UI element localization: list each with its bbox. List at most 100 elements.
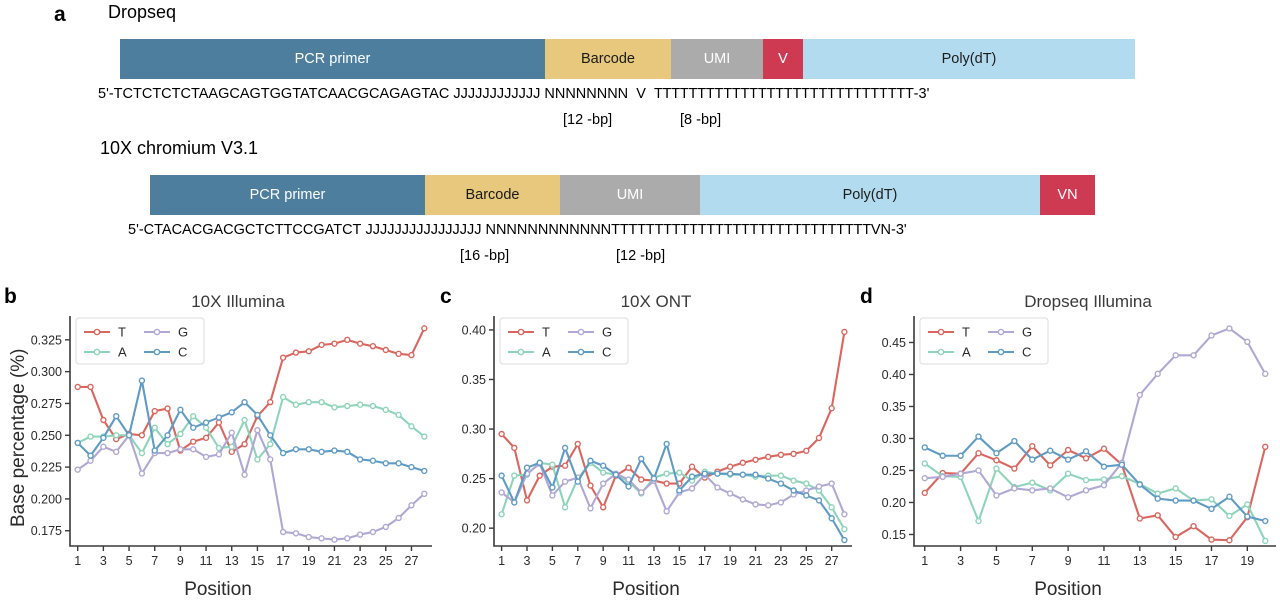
series-point-G <box>318 535 325 542</box>
dropseq-seq-polydt: TTTTTTTTTTTTTTTTTTTTTTTTTTTTTT <box>653 86 914 102</box>
series-point-T <box>663 480 670 487</box>
series-point-G <box>957 470 964 477</box>
svg-text:7: 7 <box>1029 554 1036 568</box>
series-point-C <box>177 406 184 414</box>
series-point-C <box>87 452 94 459</box>
series-point-A <box>151 424 158 431</box>
series-point-C <box>408 463 415 471</box>
series-point-T <box>1190 522 1197 530</box>
series-point-T <box>331 340 338 347</box>
segment-pcr-primer: PCR primer <box>150 175 425 215</box>
series-point-G <box>599 480 607 487</box>
series-point-G <box>382 523 389 531</box>
series-point-C <box>739 471 747 478</box>
series-point-C <box>1154 495 1161 502</box>
series-line-G <box>76 429 426 541</box>
series-point-A <box>549 461 556 468</box>
legend-d: T G A C <box>919 317 1049 365</box>
svg-text:0.25: 0.25 <box>462 472 486 486</box>
series-point-C <box>1064 456 1072 463</box>
series-point-A <box>164 440 171 448</box>
series-line-A <box>923 462 1267 542</box>
x-axis-title-c: Position <box>612 579 680 600</box>
series-point-G <box>498 489 505 496</box>
svg-text:13: 13 <box>647 554 661 568</box>
series-point-T <box>975 449 982 457</box>
series-point-C <box>561 444 569 452</box>
chart-title-d: Dropseq Illumina <box>1024 292 1152 311</box>
series-point-C <box>536 459 543 466</box>
tenx-seq-polydt: TTTTTTTTTTTTTTTTTTTTTTTTTTTTTT <box>611 222 871 238</box>
series-point-C <box>676 487 683 494</box>
svg-text:17: 17 <box>1205 554 1219 568</box>
series-point-T <box>1226 537 1233 544</box>
svg-text:0.20: 0.20 <box>462 522 486 536</box>
series-point-G <box>587 505 594 512</box>
panel-d-chart: d Dropseq Illumina Position 0.15 0.20 0.25… <box>856 282 1280 603</box>
series-point-T <box>151 407 158 415</box>
series-point-A <box>1172 485 1179 492</box>
svg-text:15: 15 <box>672 554 686 568</box>
panel-letter-b: b <box>4 285 17 308</box>
series-point-C <box>599 462 607 469</box>
series-point-G <box>87 457 94 464</box>
series-point-C <box>421 467 428 475</box>
series-point-T <box>1172 533 1179 541</box>
series-point-C <box>663 440 670 448</box>
series-line-A <box>76 396 426 461</box>
svg-text:G: G <box>1022 325 1032 340</box>
series-point-G <box>279 528 287 536</box>
series-point-C <box>587 457 594 464</box>
legend-c: T G A C <box>499 317 629 365</box>
series-point-G <box>663 508 670 515</box>
segment-vn: VN <box>1040 175 1095 215</box>
panel-letter-d: d <box>860 285 873 308</box>
series-point-G <box>1100 481 1108 489</box>
series-point-A <box>1244 501 1251 508</box>
series-point-G <box>975 467 982 474</box>
series-point-A <box>254 456 261 463</box>
svg-text:0.250: 0.250 <box>31 429 62 443</box>
series-point-T <box>305 348 312 355</box>
series-point-T <box>228 448 235 456</box>
series-point-T <box>841 328 848 336</box>
series-point-T <box>1100 445 1108 452</box>
series-point-A <box>1262 537 1269 545</box>
series-point-A <box>498 511 505 518</box>
series-point-A <box>202 424 210 431</box>
series-point-C <box>241 398 248 406</box>
segment-v: V <box>763 39 803 79</box>
dropseq-sequence-line: 5'-TCTCTCTCTAAGCAGTGGTATCAACGCAGAGTAC JJ… <box>98 86 929 102</box>
series-point-T <box>638 476 645 483</box>
series-point-C <box>498 472 505 479</box>
series-point-A <box>1118 473 1126 480</box>
dropseq-umi-bp-label: [8 -bp] <box>680 112 722 128</box>
series-line-C <box>76 379 426 472</box>
segment-pcr-primer: PCR primer <box>120 39 545 79</box>
svg-text:5: 5 <box>126 554 133 568</box>
series-point-C <box>1208 505 1215 513</box>
series-point-A <box>421 433 428 440</box>
series-point-C <box>777 480 785 487</box>
svg-text:1: 1 <box>74 554 81 568</box>
series-point-A <box>1208 496 1215 503</box>
series-point-G <box>1046 485 1054 492</box>
construct-title-dropseq: Dropseq <box>108 2 177 22</box>
svg-text:15: 15 <box>250 554 264 568</box>
series-point-T <box>190 438 197 445</box>
svg-text:0.15: 0.15 <box>882 528 906 542</box>
series-point-C <box>369 457 377 464</box>
tenx-seq-suffix: VN-3' <box>870 222 907 238</box>
svg-text:1: 1 <box>921 554 928 568</box>
series-point-G <box>815 483 823 490</box>
series-point-T <box>828 405 835 412</box>
series-point-C <box>523 464 531 471</box>
series-point-C <box>815 497 823 504</box>
series-point-C <box>164 432 171 439</box>
series-point-G <box>921 474 928 482</box>
series-point-T <box>625 464 632 471</box>
series-point-A <box>138 449 146 457</box>
series-point-C <box>612 471 620 478</box>
series-point-C <box>511 499 518 506</box>
